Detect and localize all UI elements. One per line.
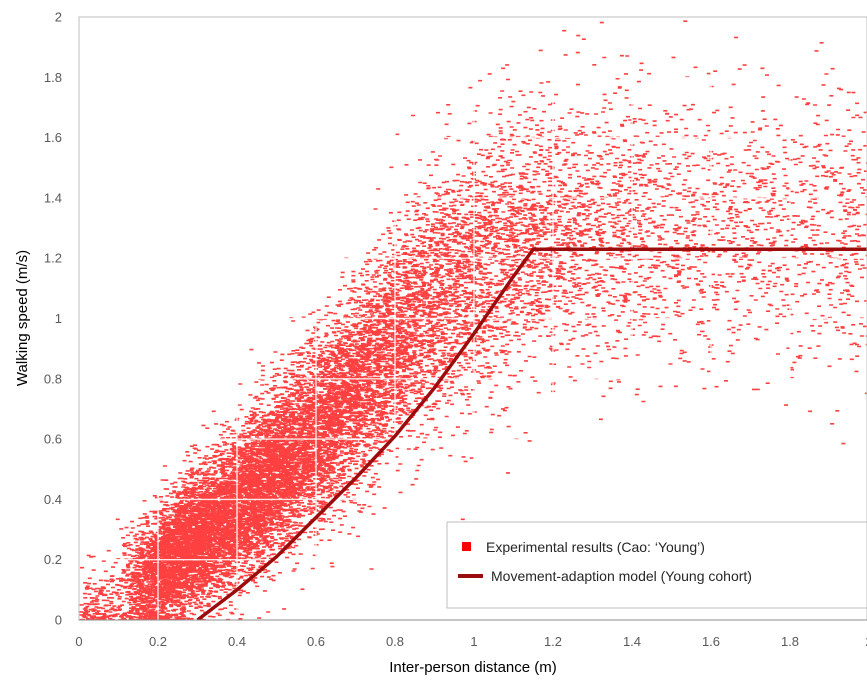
grid bbox=[79, 17, 867, 620]
y-tick-label: 1.8 bbox=[44, 70, 62, 85]
x-tick-label: 2 bbox=[865, 634, 867, 649]
x-tick-label: 1.4 bbox=[623, 634, 641, 649]
y-tick-label: 0.4 bbox=[44, 492, 62, 507]
scatter-point-cloud bbox=[79, 20, 867, 620]
x-tick-label: 1.8 bbox=[781, 634, 799, 649]
legend-marker-experimental bbox=[462, 542, 471, 551]
x-tick-labels: 0 0.2 0.4 0.6 0.8 1 1.2 1.4 1.6 1.8 2 bbox=[75, 634, 867, 649]
legend-box bbox=[446, 521, 867, 609]
x-tick-label: 0.6 bbox=[307, 634, 325, 649]
y-tick-label: 2 bbox=[55, 10, 62, 25]
legend-label-experimental: Experimental results (Cao: ‘Young’) bbox=[486, 539, 705, 555]
legend-label-model: Movement-adaption model (Young cohort) bbox=[491, 568, 752, 584]
model-line bbox=[196, 247, 867, 620]
y-tick-label: 0.8 bbox=[44, 371, 62, 386]
legend: Experimental results (Cao: ‘Young’) Move… bbox=[446, 521, 867, 609]
y-tick-label: 0.2 bbox=[44, 552, 62, 567]
y-tick-labels: 0 0.2 0.4 0.6 0.8 1 1.2 1.4 1.6 1.8 2 bbox=[44, 10, 62, 628]
y-tick-label: 1.2 bbox=[44, 251, 62, 266]
x-tick-label: 1.6 bbox=[702, 634, 720, 649]
y-axis-title: Walking speed (m/s) bbox=[14, 250, 31, 386]
x-tick-label: 0 bbox=[75, 634, 82, 649]
model-line-layer bbox=[196, 247, 867, 620]
x-tick-label: 1.2 bbox=[544, 634, 562, 649]
x-tick-label: 1 bbox=[470, 634, 477, 649]
y-tick-label: 1.6 bbox=[44, 130, 62, 145]
scatter-points bbox=[79, 20, 867, 620]
x-axis-title: Inter-person distance (m) bbox=[389, 659, 557, 676]
x-tick-label: 0.8 bbox=[386, 634, 404, 649]
y-tick-label: 0.6 bbox=[44, 432, 62, 447]
x-tick-label: 0.4 bbox=[228, 634, 246, 649]
y-tick-label: 1.4 bbox=[44, 190, 62, 205]
y-tick-label: 1 bbox=[55, 311, 62, 326]
x-tick-label: 0.2 bbox=[149, 634, 167, 649]
y-tick-label: 0 bbox=[55, 613, 62, 628]
